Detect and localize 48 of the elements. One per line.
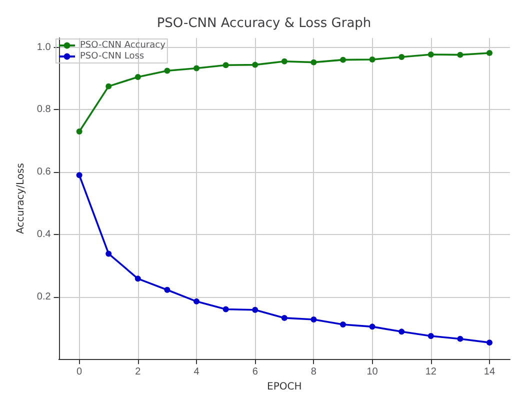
point: [134, 74, 141, 80]
legend-label: PSO-CNN Loss: [80, 52, 144, 62]
point: [398, 328, 405, 335]
y-tick-label: 0.8: [36, 104, 52, 116]
y-axis-title: Accuracy/Loss: [16, 163, 26, 234]
point: [106, 83, 112, 90]
y-tick-label: 0.4: [36, 228, 52, 240]
point: [398, 54, 405, 60]
point: [164, 68, 170, 74]
x-tick-label: 14: [484, 366, 496, 378]
point: [194, 65, 200, 72]
x-tick-label: 6: [252, 366, 258, 378]
y-tick-label: 0.2: [36, 291, 52, 302]
point: [310, 59, 317, 66]
point: [340, 321, 346, 328]
point: [76, 172, 82, 178]
point: [134, 276, 141, 282]
x-tick-label: 12: [425, 366, 437, 378]
x-tick-label: 10: [366, 366, 378, 378]
point: [281, 58, 288, 64]
x-tick-label: 4: [194, 366, 200, 378]
x-axis-title: EPOCH: [267, 382, 302, 392]
point: [428, 52, 434, 58]
point: [76, 128, 82, 135]
point: [340, 56, 346, 63]
point: [457, 52, 464, 58]
point: [486, 50, 492, 56]
point: [428, 333, 434, 340]
point: [457, 336, 464, 342]
point: [222, 306, 229, 312]
x-tick-label: 0: [76, 366, 83, 378]
chart-title: PSO-CNN Accuracy & Loss Graph: [156, 16, 372, 31]
point: [310, 316, 317, 323]
point: [252, 62, 258, 68]
point: [369, 56, 376, 63]
point: [486, 340, 492, 346]
point: [164, 286, 170, 293]
x-tick-label: 8: [310, 366, 317, 378]
point: [369, 324, 376, 330]
point: [222, 62, 229, 68]
x-tick-label: 2: [135, 366, 142, 378]
y-tick-label: 1.0: [36, 42, 52, 53]
legend-label: PSO-CNN Accuracy: [80, 40, 166, 50]
y-tick-label: 0.6: [36, 166, 52, 178]
point: [194, 298, 200, 304]
point: [252, 306, 258, 313]
point: [106, 250, 112, 257]
point: [281, 314, 288, 321]
